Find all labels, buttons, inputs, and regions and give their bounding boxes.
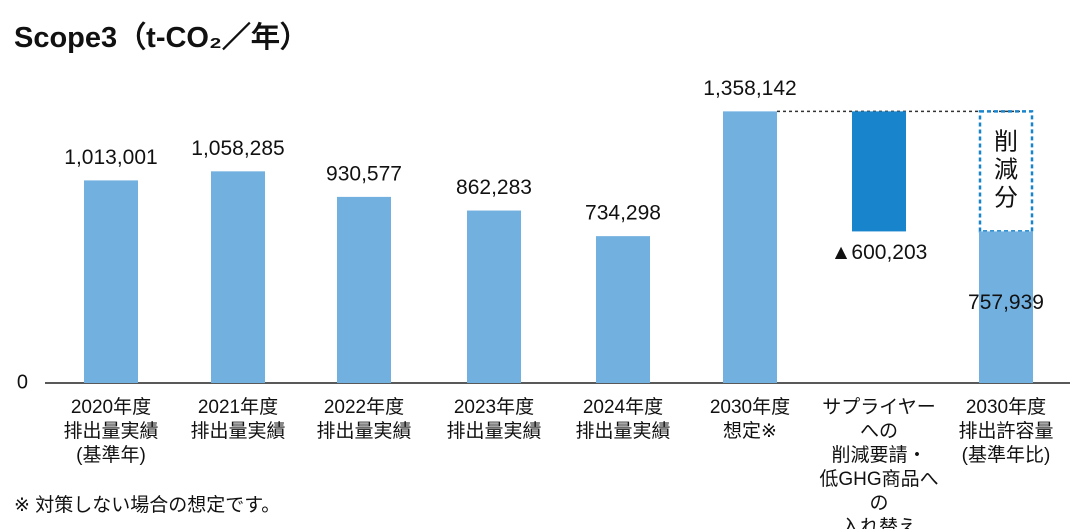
x-tick-label: サプライヤーへの 削減要請・ 低GHG商品への 入れ替え	[819, 397, 939, 529]
annotation-group: 削減分	[994, 129, 1018, 212]
value-label: 734,298	[585, 202, 661, 225]
annotation: 削	[994, 129, 1018, 156]
bar	[979, 231, 1033, 383]
value-label: 930,577	[326, 162, 402, 185]
bar	[337, 196, 391, 383]
value-label: 757,939	[968, 291, 1044, 314]
footnote: ※ 対策しない場合の想定です。	[14, 495, 281, 516]
annotation: 減	[994, 157, 1018, 184]
x-tick-label: 2023年度 排出量実績	[446, 397, 542, 442]
value-label: 1,358,142	[703, 77, 796, 100]
x-tick-label: 2021年度 排出量実績	[190, 397, 286, 442]
value-label: 1,058,285	[191, 137, 284, 160]
chart-title: Scope3（t-CO₂／年）	[14, 22, 309, 54]
x-tick-label: 2030年度 排出許容量 (基準年比)	[958, 397, 1054, 466]
bar	[211, 171, 265, 383]
bar	[467, 210, 521, 383]
y-tick-label: 0	[17, 371, 28, 393]
annotation: 分	[994, 185, 1018, 212]
bar	[596, 236, 650, 383]
bar	[723, 111, 777, 384]
bar	[852, 111, 906, 232]
value-label: 862,283	[456, 176, 532, 199]
x-tick-label: 2030年度 想定※	[709, 397, 791, 442]
value-label: 1,013,001	[64, 146, 157, 169]
x-tick-label: 2024年度 排出量実績	[575, 397, 671, 442]
bar	[84, 180, 138, 383]
x-tick-label: 2020年度 排出量実績 (基準年)	[63, 397, 159, 466]
value-label: ▲600,203	[831, 241, 928, 264]
x-tick-label: 2022年度 排出量実績	[316, 397, 412, 442]
